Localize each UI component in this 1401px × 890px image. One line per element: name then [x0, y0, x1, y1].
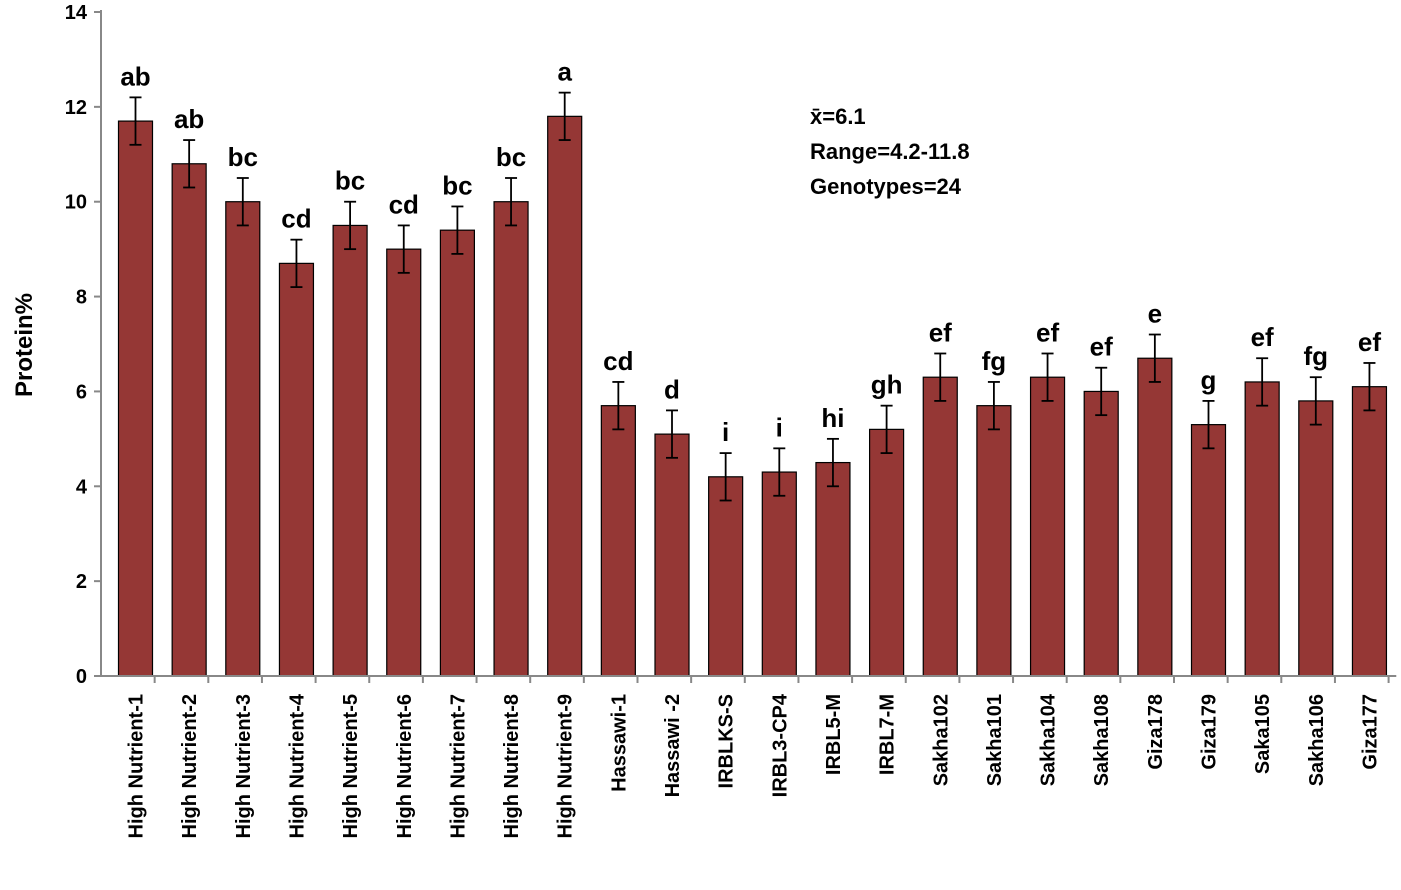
bar [1190, 424, 1227, 677]
significance-letter: cd [603, 346, 633, 376]
x-tick-label: High Nutrient-7 [447, 694, 469, 838]
significance-letter: i [722, 417, 729, 447]
x-tick-label: Giza177 [1359, 694, 1381, 770]
x-tick-label: IRBL7-M [877, 694, 899, 775]
annotation-line: Genotypes=24 [810, 174, 962, 199]
x-axis: High Nutrient-1 High Nutrient-2 High Nutri… [101, 675, 1397, 838]
x-tick-label: Hassawi -2 [662, 694, 684, 797]
bar [493, 201, 529, 677]
y-tick-label: 4 [76, 476, 88, 498]
significance-letter: bc [442, 170, 472, 200]
y-tick-label: 6 [76, 381, 87, 403]
significance-letter: fg [1304, 341, 1329, 371]
x-tick-label: Hassawi-1 [608, 694, 630, 792]
significance-letter: gh [871, 370, 903, 400]
x-tick-label: High Nutrient-5 [340, 694, 362, 838]
x-tick-label: Sakha101 [984, 694, 1006, 786]
bar [225, 201, 261, 677]
bar [815, 461, 851, 677]
bar [922, 376, 958, 677]
y-tick-label: 2 [76, 571, 87, 593]
y-tick-label: 0 [76, 666, 87, 688]
significance-letter: d [664, 374, 680, 404]
significance-letter: bc [228, 142, 258, 172]
significance-letter: ef [929, 317, 952, 347]
bar [761, 471, 797, 677]
significance-letter: ef [1090, 332, 1113, 362]
bar [278, 262, 315, 677]
significance-letter: ef [1358, 327, 1381, 357]
x-tick-label: High Nutrient-8 [501, 694, 523, 838]
bar [1029, 376, 1066, 677]
x-tick-label: Giza178 [1145, 694, 1167, 770]
x-tick-label: High Nutrient-2 [179, 694, 201, 838]
x-tick-label: High Nutrient-9 [555, 694, 577, 838]
x-tick-label: Sakha102 [930, 694, 952, 786]
bar [332, 224, 368, 677]
x-tick-label: IRBL5-M [823, 694, 845, 775]
x-tick-label: Sakha104 [1038, 693, 1060, 786]
bar [976, 405, 1012, 677]
bar [1298, 400, 1334, 677]
significance-letter: ab [174, 104, 204, 134]
bar [1137, 357, 1173, 677]
annotation-line: x̄=6.1 [810, 104, 866, 129]
x-tick-label: Sakha106 [1306, 694, 1328, 786]
bar [1083, 390, 1119, 677]
x-tick-label: Giza179 [1199, 694, 1221, 770]
significance-letter: a [557, 57, 572, 87]
significance-letter: i [776, 412, 783, 442]
bar [386, 248, 422, 677]
bar [1244, 381, 1280, 677]
bar [868, 428, 905, 677]
bar [1351, 386, 1388, 677]
y-tick-label: 12 [65, 97, 87, 119]
bar [547, 115, 583, 677]
significance-letter: g [1201, 365, 1217, 395]
significance-letter: ab [120, 61, 150, 91]
significance-letter: ef [1251, 322, 1274, 352]
significance-letter: e [1148, 299, 1162, 329]
significance-letter: cd [389, 189, 419, 219]
annotation-line: Range=4.2-11.8 [810, 139, 970, 164]
y-tick-label: 14 [65, 2, 88, 24]
y-axis: 0 2 4 6 8 10 12 14 [65, 2, 102, 688]
y-axis-label: Protein% [11, 293, 38, 397]
significance-letter: ef [1036, 317, 1059, 347]
bar [439, 229, 475, 677]
bar [654, 433, 690, 677]
significance-letter: bc [496, 142, 526, 172]
significance-letter: bc [335, 166, 365, 196]
x-tick-label: High Nutrient-1 [126, 694, 148, 838]
bar [708, 476, 744, 677]
x-tick-label: High Nutrient-3 [233, 694, 255, 838]
x-tick-label: High Nutrient-4 [286, 693, 308, 838]
bar [117, 120, 154, 677]
significance-letter: cd [281, 204, 311, 234]
significance-letter: hi [821, 403, 844, 433]
x-tick-label: Sakha108 [1091, 694, 1113, 786]
x-tick-label: Saka105 [1252, 694, 1274, 774]
x-tick-label: High Nutrient-6 [394, 694, 416, 838]
significance-letter: fg [982, 346, 1007, 376]
y-tick-label: 8 [76, 287, 87, 309]
bar [600, 405, 636, 677]
bar [171, 163, 207, 677]
stats-annotation: x̄=6.1 Range=4.2-11.8 Genotypes=24 [810, 104, 970, 199]
x-tick-label: IRBL3-CP4 [769, 693, 791, 797]
y-tick-label: 10 [65, 192, 87, 214]
x-tick-label: IRBLKS-S [716, 694, 738, 788]
